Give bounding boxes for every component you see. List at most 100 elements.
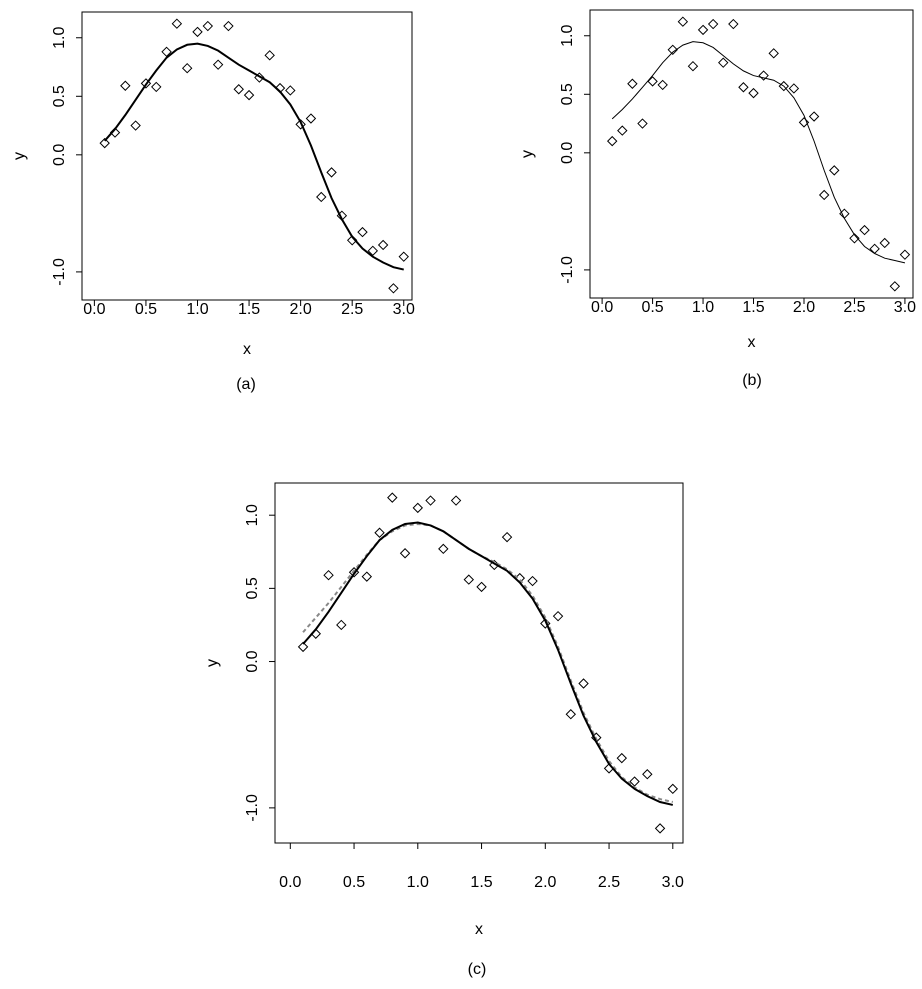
y-axis-label: y <box>11 152 28 160</box>
data-point <box>810 112 819 121</box>
data-point <box>554 612 563 621</box>
data-point <box>860 226 869 235</box>
x-tick-label: 3.0 <box>393 301 415 318</box>
data-point <box>648 77 657 86</box>
y-tick-label: -1.0 <box>244 794 261 822</box>
data-point <box>379 240 388 249</box>
y-tick-label: 1.0 <box>559 25 576 47</box>
x-tick-label: 1.5 <box>238 301 260 318</box>
data-point <box>401 549 410 558</box>
data-point <box>121 81 130 90</box>
data-point <box>324 571 333 580</box>
y-tick-label: 0.0 <box>51 144 68 166</box>
x-tick-label: 2.0 <box>793 299 815 316</box>
data-point <box>214 60 223 69</box>
x-tick-label: 3.0 <box>662 874 684 891</box>
data-point <box>317 192 326 201</box>
data-point <box>388 493 397 502</box>
figure: 0.0 0.5 1.0 1.5 2.0 2.5 3.0 -1.0 0.0 0.5 1.0 x y (a) 0… <box>0 0 922 989</box>
plot-frame <box>82 12 412 300</box>
y-tick-label: 0.5 <box>244 577 261 599</box>
data-point <box>131 121 140 130</box>
x-tick-label: 2.5 <box>598 874 620 891</box>
data-point <box>870 244 879 253</box>
data-point <box>729 20 738 29</box>
data-point <box>638 119 647 128</box>
data-point <box>688 62 697 71</box>
x-tick-label: 1.5 <box>470 874 492 891</box>
data-point <box>739 83 748 92</box>
x-tick-label: 2.5 <box>843 299 865 316</box>
y-axis-label: y <box>519 150 536 158</box>
data-point <box>566 710 575 719</box>
data-point <box>528 577 537 586</box>
data-point <box>880 238 889 247</box>
data-point <box>709 20 718 29</box>
data-point <box>503 533 512 542</box>
data-point <box>656 824 665 833</box>
data-point <box>375 528 384 537</box>
data-point <box>286 86 295 95</box>
x-tick-label: 1.0 <box>186 301 208 318</box>
data-point <box>234 85 243 94</box>
data-point <box>439 544 448 553</box>
data-point <box>306 114 315 123</box>
x-tick-label: 0.0 <box>83 301 105 318</box>
data-point <box>172 19 181 28</box>
plot-frame <box>275 483 683 843</box>
caption: (c) <box>468 961 487 978</box>
data-point <box>618 126 627 135</box>
data-point <box>719 58 728 67</box>
data-point <box>830 166 839 175</box>
data-point <box>327 168 336 177</box>
data-point <box>608 137 617 146</box>
data-point <box>477 582 486 591</box>
data-point <box>678 17 687 26</box>
x-axis-label: x <box>748 334 756 351</box>
x-tick-label: 0.0 <box>591 299 613 316</box>
y-axis-label: y <box>204 659 221 667</box>
caption: (a) <box>236 376 256 393</box>
data-point <box>789 84 798 93</box>
data-point <box>358 228 367 237</box>
y-tick-label: 1.0 <box>51 27 68 49</box>
data-point <box>152 82 161 91</box>
data-point <box>769 49 778 58</box>
data-point <box>617 754 626 763</box>
x-tick-label: 0.5 <box>135 301 157 318</box>
data-point <box>399 252 408 261</box>
data-point <box>265 51 274 60</box>
x-tick-label: 2.0 <box>290 301 312 318</box>
x-axis-label: x <box>243 341 251 358</box>
page: 0.0 0.5 1.0 1.5 2.0 2.5 3.0 -1.0 0.0 0.5 1.0 x y (a) 0… <box>0 0 922 989</box>
y-tick-label: -1.0 <box>51 258 68 286</box>
y-tick-label: 0.5 <box>559 83 576 105</box>
data-point <box>183 64 192 73</box>
data-point <box>245 91 254 100</box>
data-point <box>643 770 652 779</box>
data-point <box>224 22 233 31</box>
x-tick-label: 2.0 <box>534 874 556 891</box>
x-tick-label: 1.5 <box>742 299 764 316</box>
y-tick-label: 0.5 <box>51 85 68 107</box>
data-point <box>840 209 849 218</box>
data-point <box>628 79 637 88</box>
y-tick-label: 0.0 <box>244 650 261 672</box>
data-point <box>890 282 899 291</box>
x-tick-label: 0.0 <box>279 874 301 891</box>
data-point <box>820 190 829 199</box>
fit-line <box>105 44 404 270</box>
plot-frame <box>590 10 913 298</box>
data-point <box>579 679 588 688</box>
x-tick-label: 2.5 <box>341 301 363 318</box>
data-point <box>452 496 461 505</box>
data-point <box>426 496 435 505</box>
data-point <box>193 27 202 36</box>
x-axis-label: x <box>475 921 483 938</box>
data-point <box>900 250 909 259</box>
data-point <box>658 80 667 89</box>
x-tick-label: 1.0 <box>692 299 714 316</box>
y-tick-label: 0.0 <box>559 142 576 164</box>
x-tick-label: 0.5 <box>343 874 365 891</box>
data-point <box>362 572 371 581</box>
